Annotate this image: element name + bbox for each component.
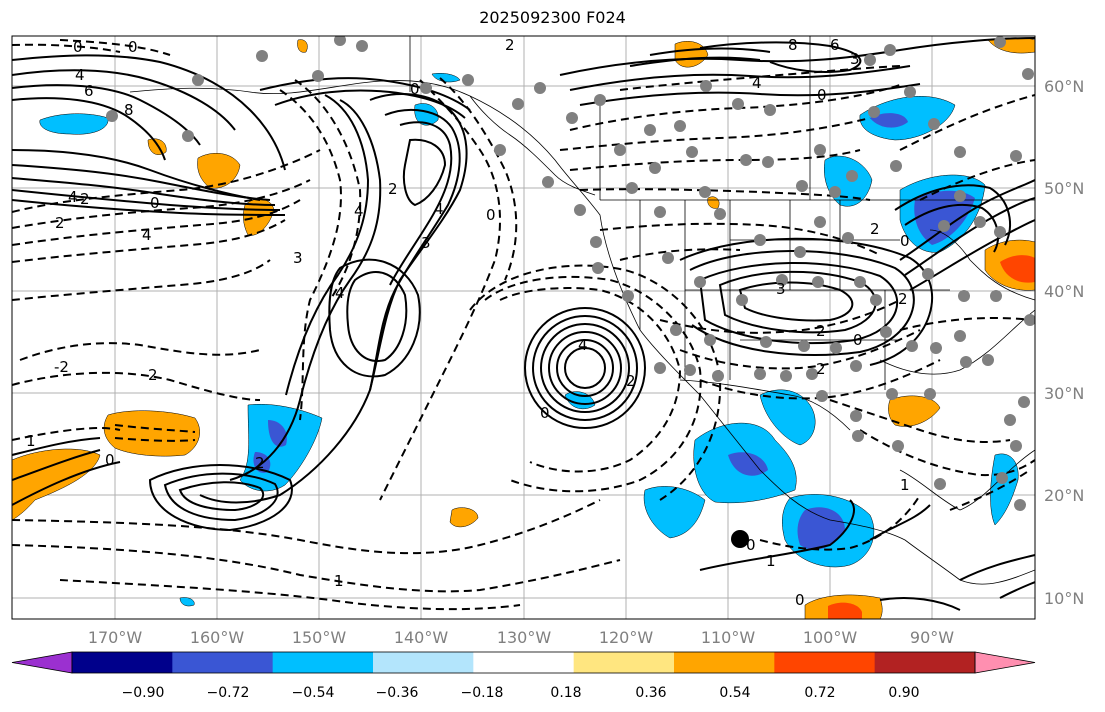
- colorbar-labels: −0.90 −0.72 −0.54 −0.36 −0.18 0.18 0.36 …: [122, 685, 920, 701]
- lon-label: 100°W: [803, 628, 858, 647]
- colorbar-border: [71, 651, 976, 674]
- colorbar-extend-min: [11, 651, 73, 674]
- lat-label: 20°N: [1044, 486, 1084, 505]
- lon-label: 160°W: [190, 628, 245, 647]
- contour-label: -2: [54, 358, 69, 376]
- contour-label: 0: [900, 232, 910, 250]
- positive-shading: [12, 37, 1035, 619]
- contour-label: 4: [75, 66, 85, 84]
- lon-label: 140°W: [394, 628, 449, 647]
- contour-label: 4: [68, 188, 78, 206]
- colorbar-segment: [473, 652, 575, 673]
- colorbar-extend-max: [974, 651, 1036, 674]
- colorbar-segment: [373, 652, 474, 673]
- contour-label: 6: [84, 82, 94, 100]
- contour-label: 8: [788, 36, 798, 54]
- contour-label: 2: [255, 454, 265, 472]
- contour-label: 3: [293, 249, 303, 267]
- contour-label: 1: [26, 432, 36, 450]
- track-markers: [106, 36, 1035, 511]
- latitude-labels: 60°N 50°N 40°N 30°N 20°N 10°N: [1044, 77, 1084, 608]
- contour-label: 0: [73, 38, 83, 56]
- contour-label: 3: [421, 234, 431, 252]
- contour-label: 2: [388, 180, 398, 198]
- colorbar-tick-label: −0.54: [292, 685, 335, 701]
- colorbar-tick-label: −0.72: [207, 685, 250, 701]
- colorbar-tick-label: −0.36: [376, 685, 419, 701]
- contour-label: 4: [752, 74, 762, 92]
- colorbar-segment: [874, 652, 976, 673]
- contour-label: 0: [486, 206, 496, 224]
- contour-label: 2: [898, 290, 908, 308]
- positive-contours: [12, 37, 1035, 611]
- contour-label: 4: [142, 226, 152, 244]
- lat-label: 50°N: [1044, 179, 1084, 198]
- contour-label: 0: [853, 331, 863, 349]
- lat-label: 60°N: [1044, 77, 1084, 96]
- contour-label: 3: [850, 50, 860, 68]
- lon-label: 150°W: [292, 628, 347, 647]
- contour-label: 0: [795, 591, 805, 609]
- contour-label: 4: [578, 336, 588, 354]
- colorbar-tick-label: −0.18: [461, 685, 504, 701]
- contour-label: 0: [105, 451, 115, 469]
- contour-label: 2: [80, 190, 90, 208]
- colorbar-tick-label: 0.54: [719, 685, 750, 701]
- lat-label: 10°N: [1044, 589, 1084, 608]
- colorbar-tick-label: 0.72: [804, 685, 835, 701]
- colorbar-segment: [774, 652, 876, 673]
- lon-label: 90°W: [910, 628, 954, 647]
- colorbar-segment: [674, 652, 775, 673]
- contour-label: 4: [335, 284, 345, 302]
- contour-label: 0: [817, 86, 827, 104]
- colorbar-segment: [573, 652, 675, 673]
- lon-label: 120°W: [599, 628, 654, 647]
- contour-label: 4: [434, 200, 444, 218]
- map-frame: [11, 35, 1036, 620]
- contour-label: 0: [746, 536, 756, 554]
- contour-label: 1: [766, 552, 776, 570]
- contour-label: 0: [128, 38, 138, 56]
- storm-center-marker: [731, 530, 749, 548]
- contour-label: 2: [148, 366, 158, 384]
- map-title: 2025092300 F024: [479, 8, 626, 27]
- contour-label: 6: [830, 36, 840, 54]
- contour-label: 2: [816, 322, 826, 340]
- contour-label: 2: [816, 360, 826, 378]
- contour-label: 2: [505, 36, 515, 54]
- contour-label: 1: [334, 572, 344, 590]
- colorbar-segment: [272, 652, 374, 673]
- graticule: [12, 36, 1035, 619]
- colorbar-segment: [72, 652, 173, 673]
- colorbar-tick-label: 0.18: [550, 685, 581, 701]
- contour-labels: 0 0 4 6 8 4 2 2 2 0 4 0 2 4 3 4 4 2 0 0 …: [26, 36, 910, 609]
- contour-label: 0: [150, 194, 160, 212]
- lon-label: 170°W: [88, 628, 143, 647]
- lon-label: 130°W: [497, 628, 552, 647]
- colorbar-segment: [172, 652, 274, 673]
- contour-label: 8: [124, 101, 134, 119]
- contour-label: 4: [354, 202, 364, 220]
- contour-label: 0: [410, 80, 420, 98]
- contour-label: 2: [626, 372, 636, 390]
- contour-label: 1: [900, 476, 910, 494]
- lon-label: 110°W: [701, 628, 756, 647]
- longitude-labels: 170°W 160°W 150°W 140°W 130°W 120°W 110°…: [88, 628, 954, 647]
- negative-contours: [12, 39, 1035, 611]
- colorbar-tick-label: −0.90: [122, 685, 165, 701]
- contour-label: 2: [55, 214, 65, 232]
- lat-label: 40°N: [1044, 282, 1084, 301]
- colorbar-tick-label: 0.90: [888, 685, 919, 701]
- colorbar-tick-label: 0.36: [635, 685, 666, 701]
- contour-label: 3: [776, 280, 786, 298]
- lat-label: 30°N: [1044, 384, 1084, 403]
- colorbar: [11, 651, 1036, 674]
- contour-label: 2: [870, 220, 880, 238]
- contour-label: 0: [540, 404, 550, 422]
